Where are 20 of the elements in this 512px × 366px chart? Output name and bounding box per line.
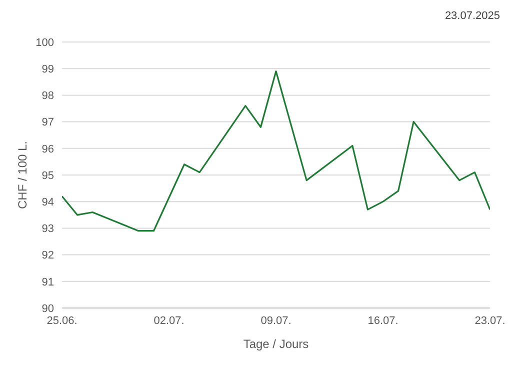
- y-tick-label: 92: [42, 250, 54, 262]
- y-tick-label: 93: [42, 223, 54, 236]
- y-tick-label: 100: [36, 36, 54, 49]
- text: 23.07.2025: [444, 10, 500, 22]
- line-series: [62, 70, 490, 232]
- x-tick-label: 23.07.: [474, 314, 506, 327]
- y-tick-label: 90: [42, 302, 54, 315]
- y-axis-title: CHF / 100 L.: [15, 140, 30, 210]
- x-tick-label: 02.07.: [154, 314, 184, 327]
- y-tick-label: 95: [42, 170, 54, 182]
- y-tick-label: 91: [42, 276, 54, 288]
- y-tick-label: 96: [42, 143, 54, 156]
- y-tick-label: 99: [42, 64, 54, 76]
- x-axis-title: Tage / Jours: [243, 337, 309, 351]
- y-tick-label: 94: [42, 196, 54, 209]
- x-tick-label: 09.07.: [260, 314, 292, 327]
- y-tick-label: 97: [42, 116, 54, 129]
- x-tick-label: 16.07.: [368, 314, 398, 327]
- y-tick-label: 98: [42, 90, 54, 102]
- x-tick-label: 25.06.: [46, 314, 78, 327]
